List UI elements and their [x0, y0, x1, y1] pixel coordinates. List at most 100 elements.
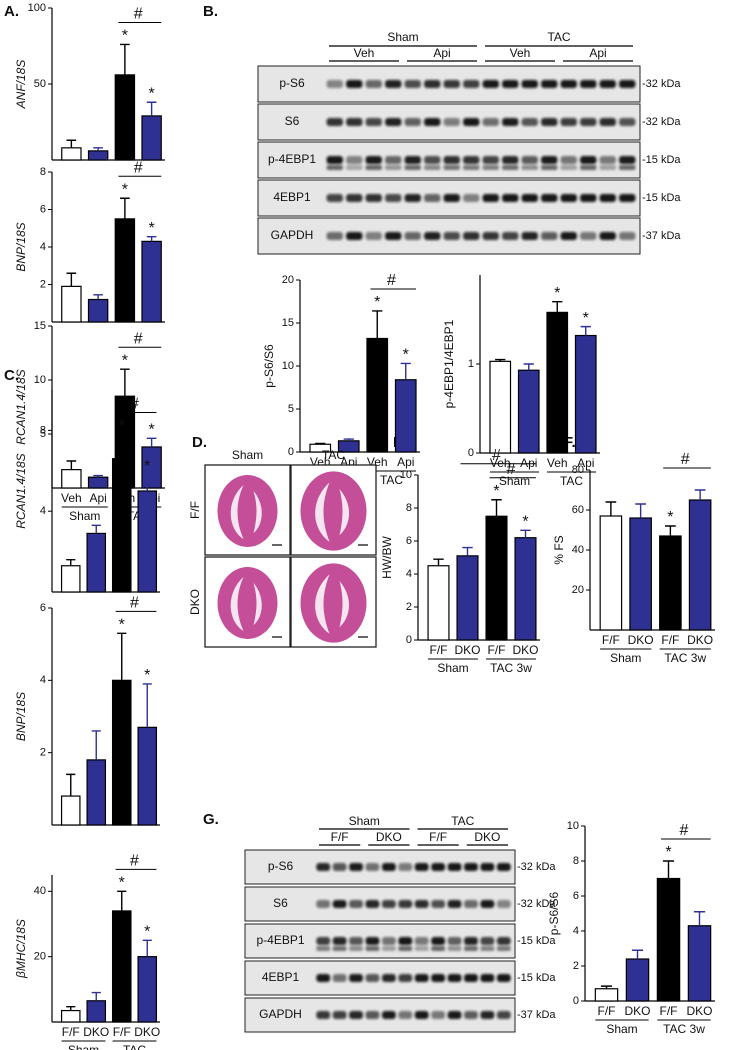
heart-section — [217, 475, 278, 547]
error-bar — [120, 43, 130, 75]
blot-band — [580, 165, 597, 170]
blot-band — [496, 974, 511, 982]
blot-row-label: p-S6 — [279, 76, 305, 90]
blot-band — [404, 80, 421, 88]
histology-row-label: F/F — [188, 501, 202, 519]
blot-band — [381, 1011, 396, 1019]
error-bar — [117, 890, 127, 911]
heart-cavity — [253, 583, 262, 625]
significance-star: * — [119, 875, 125, 892]
bar — [456, 555, 479, 641]
bar — [87, 150, 109, 161]
blot-band — [398, 946, 413, 951]
blot-row-label: S6 — [273, 896, 288, 910]
x-tick-label: Veh — [490, 456, 511, 470]
bar — [517, 369, 540, 454]
blot-band — [365, 900, 380, 908]
blot-band — [431, 863, 446, 871]
blot-band — [332, 1011, 347, 1019]
y-tick-label: 40 — [572, 544, 584, 556]
blot-band — [496, 937, 511, 945]
blot-band — [502, 118, 519, 126]
significance-star: * — [122, 28, 128, 45]
blot-band — [365, 946, 380, 951]
x-tick-label: DKO — [83, 1025, 109, 1039]
blot-band — [463, 156, 480, 164]
blot-band — [480, 863, 495, 871]
x-tick-label: F/F — [660, 1004, 678, 1018]
blot-band — [326, 194, 343, 202]
bar — [574, 334, 597, 454]
blot-band — [365, 118, 382, 126]
blot-band — [431, 946, 446, 951]
significance-star: * — [583, 310, 589, 327]
y-tick-label: 2 — [573, 960, 579, 972]
blot-band — [464, 863, 478, 871]
significance-star: * — [403, 347, 409, 364]
blot-band — [414, 863, 429, 871]
blot-band — [464, 937, 478, 945]
blot-band — [349, 1011, 363, 1019]
blot-band — [365, 937, 380, 945]
blot-band — [404, 156, 421, 164]
panel-letter: C. — [4, 367, 19, 384]
y-tick-label: 40 — [34, 885, 46, 897]
y-tick-label: 20 — [34, 951, 46, 963]
blot-subgroup-label: Api — [433, 46, 450, 60]
significance-star: * — [667, 509, 673, 526]
blot-band — [365, 194, 382, 202]
error-bar — [520, 529, 531, 538]
x-tick-label: DKO — [686, 1004, 712, 1018]
blot-band — [480, 1011, 495, 1019]
blot-band — [346, 232, 363, 240]
x-tick-label: Api — [520, 456, 537, 470]
blot-band — [443, 232, 460, 240]
blot-band — [521, 156, 538, 164]
blot-band — [349, 937, 363, 945]
blot-band — [316, 1011, 331, 1019]
group-label: TAC — [123, 1043, 146, 1050]
bar — [485, 515, 508, 641]
y-tick-label: 0 — [406, 634, 412, 646]
x-tick-label: F/F — [488, 643, 506, 657]
blot-band — [521, 165, 538, 170]
blot-band — [381, 900, 396, 908]
significance-hash: # — [134, 159, 143, 176]
blot-band — [404, 194, 421, 202]
blot-band — [385, 232, 402, 240]
y-tick-label: 60 — [572, 504, 584, 516]
blot-band — [424, 80, 441, 88]
heart-section — [300, 563, 367, 643]
error-bar — [693, 911, 706, 926]
error-bar — [552, 301, 563, 313]
group-label: Sham — [69, 509, 100, 523]
bar — [111, 910, 132, 1023]
significance-hash: # — [130, 595, 139, 612]
bar — [394, 379, 417, 453]
blot-band — [482, 156, 499, 164]
heart-section — [217, 567, 278, 639]
blot-band — [599, 165, 616, 170]
bar — [629, 517, 652, 631]
blot-band — [541, 165, 558, 170]
blot-band — [521, 194, 538, 202]
heart-cavity — [339, 489, 350, 536]
y-axis-label: p-S6/S6 — [262, 344, 276, 388]
error-bar — [66, 558, 76, 566]
significance-star: * — [554, 285, 560, 302]
blot-band — [560, 118, 577, 126]
group-label: Sham — [606, 1022, 637, 1036]
blot-size-label: -32 kDa — [517, 898, 556, 910]
blot-row-label: GAPDH — [271, 228, 314, 242]
blot-band — [316, 937, 331, 945]
blot-band — [365, 80, 382, 88]
histology-column-label: Sham — [232, 448, 263, 462]
blot-band — [332, 974, 347, 982]
blot-band — [464, 974, 478, 982]
significance-hash: # — [134, 6, 143, 23]
y-tick-label: 8 — [40, 166, 46, 178]
blot-subgroup-label: DKO — [376, 830, 402, 844]
bar — [87, 476, 109, 489]
histology-row-label: DKO — [188, 589, 202, 615]
x-tick-label: DKO — [624, 1004, 650, 1018]
